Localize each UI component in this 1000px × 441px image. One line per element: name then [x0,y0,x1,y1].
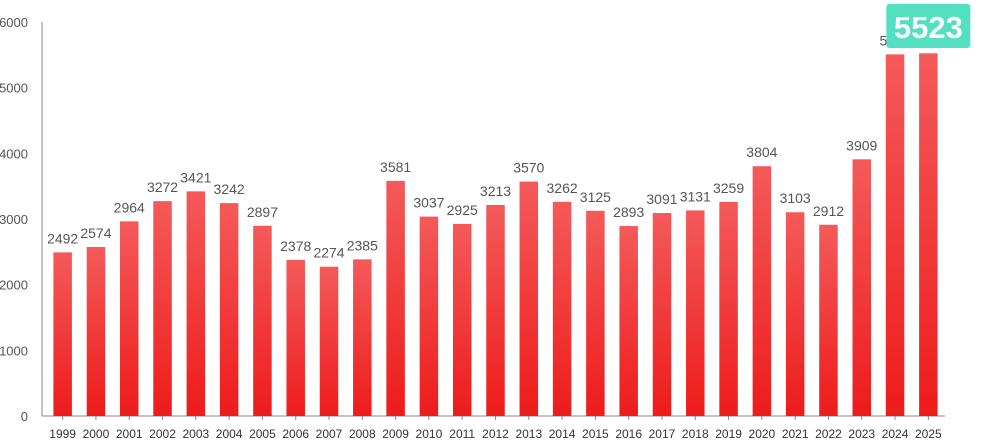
data-label: 2574 [80,225,111,241]
x-tick-label: 2010 [416,427,443,441]
data-label: 3909 [846,137,877,153]
x-tick-label: 2020 [749,427,776,441]
x-axis: 1999 2000 2001 2002 2003 2004 2005 2006 2007 2008… [42,415,945,441]
bar [686,210,705,416]
x-tick-label: 2002 [149,427,176,441]
bar [86,246,106,416]
data-label: 3091 [646,191,677,207]
data-label: 2274 [313,245,344,261]
data-label: 2378 [280,238,311,254]
x-tick-label: 2019 [715,427,742,441]
x-tick-label: 2018 [682,427,709,441]
data-label: 3421 [180,169,211,185]
y-tick-label: 2000 [0,278,28,293]
data-label: 3242 [214,181,245,197]
data-label: 3272 [147,179,178,195]
x-tick-label: 2015 [582,427,609,441]
y-axis: 0 1000 2000 3000 4000 5000 6000 [0,15,43,424]
y-tick-label: 4000 [0,146,28,161]
data-label: 3570 [513,160,544,176]
data-label: 2912 [813,203,844,219]
bar [852,159,872,416]
x-tick-label: 2022 [815,427,842,441]
data-label: 3581 [380,159,411,175]
data-label: 3131 [680,188,711,204]
bar [286,259,305,416]
highlight-badge [886,4,971,48]
bar [53,252,72,416]
bar [719,201,738,416]
highlight-callout: 5523 [886,4,971,48]
x-tick-label: 2012 [482,427,509,441]
bar [885,54,905,417]
x-tick-label: 2014 [549,427,576,441]
bar [253,225,272,416]
bar [519,181,539,416]
bar [586,210,605,416]
bar [353,259,372,416]
data-label: 2385 [347,237,378,253]
x-tick-label: 2006 [282,427,309,441]
x-tick-label: 2025 [915,427,942,441]
bar [919,53,938,416]
x-tick-label: 2013 [515,427,542,441]
data-label: 3037 [413,195,444,211]
data-label: 2964 [114,199,145,215]
bar [186,191,206,416]
x-tick-label: 2017 [649,427,676,441]
x-tick-label: 2021 [782,427,809,441]
data-label: 2925 [447,202,478,218]
x-tick-label: 2009 [382,427,409,441]
y-tick-label: 0 [21,409,28,424]
data-label: 3259 [713,180,744,196]
data-label: 3103 [780,190,811,206]
bar [119,221,139,416]
bar [319,266,339,416]
x-tick-label: 1999 [49,427,76,441]
x-tick-label: 2011 [449,427,475,441]
highlight-value-label: 5523 [894,10,963,45]
y-tick-label: 1000 [0,343,28,358]
x-tick-label: 2024 [882,427,909,441]
bar [819,224,838,416]
bar [486,205,505,416]
x-tick-label: 2000 [83,427,110,441]
y-tick-label: 5000 [0,81,28,96]
x-tick-label: 2001 [116,427,143,441]
bar [386,180,405,416]
x-tick-label: 2005 [249,427,276,441]
data-label: 2897 [247,204,278,220]
bars [53,53,938,417]
bar [752,166,772,416]
x-tick-label: 2003 [182,427,209,441]
x-tick-label: 2023 [848,427,875,441]
bar [419,216,439,416]
data-label: 2492 [47,230,78,246]
y-tick-label: 3000 [0,212,28,227]
x-tick-label: 2008 [349,427,376,441]
data-label: 3125 [580,189,611,205]
data-label: 3804 [746,144,777,160]
x-tick-label: 2016 [615,427,642,441]
bar [552,201,572,416]
x-tick-label: 2004 [216,427,243,441]
bar [785,212,805,416]
y-tick-label: 6000 [0,15,28,30]
x-tick-label: 2007 [316,427,343,441]
bar [652,213,672,416]
data-label: 3213 [480,183,511,199]
bar [619,226,638,416]
bar [153,201,172,416]
bar [219,203,239,416]
data-label: 2893 [613,204,644,220]
bar [452,223,472,416]
data-label: 3262 [547,180,578,196]
